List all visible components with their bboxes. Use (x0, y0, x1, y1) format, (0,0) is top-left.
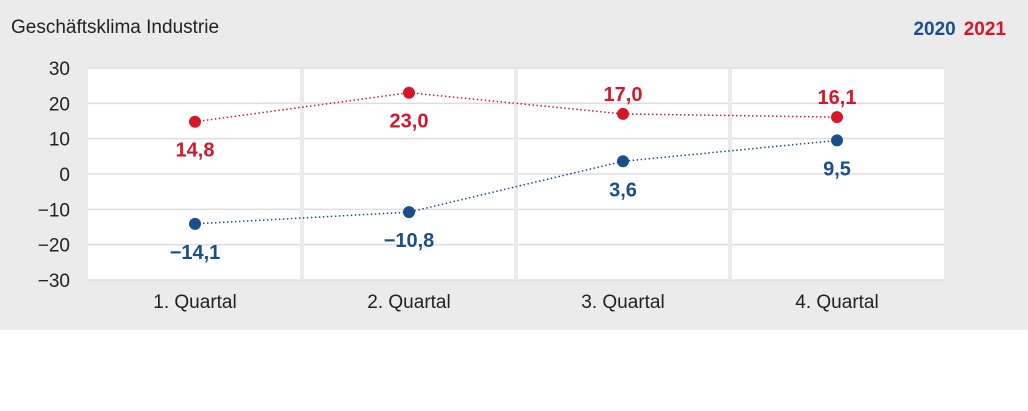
data-label-2020: 3,6 (609, 179, 637, 201)
x-tick-label: 4. Quartal (795, 292, 878, 313)
data-point-2021 (617, 107, 629, 120)
data-point-2020 (189, 217, 201, 230)
data-point-2020 (831, 134, 843, 147)
y-tick-label: 10 (49, 130, 70, 151)
data-label-2021: 23,0 (390, 111, 429, 133)
y-tick-label: −30 (38, 271, 70, 292)
data-point-2020 (403, 206, 415, 219)
y-tick-label: 0 (59, 165, 70, 186)
y-tick-label: 30 (49, 59, 70, 80)
y-tick-label: 20 (49, 94, 70, 115)
data-label-2020: −10,8 (384, 230, 435, 252)
data-label-2021: 16,1 (818, 87, 857, 109)
data-point-2020 (617, 155, 629, 168)
data-point-2021 (403, 86, 415, 99)
chart-title: Geschäftsklima Industrie (11, 17, 220, 38)
x-tick-label: 2. Quartal (367, 292, 450, 313)
legend-2020: 2020 (913, 19, 956, 40)
y-tick-label: −10 (38, 200, 70, 221)
data-point-2021 (189, 115, 201, 128)
series-line-2020 (194, 139, 838, 225)
y-tick-label: −20 (38, 236, 70, 257)
data-label-2020: −14,1 (170, 242, 221, 264)
line-chart: 30 20 10 0 −10 −20 −30 1. Quartal 2. Quartal 3. Q… (38, 59, 944, 313)
data-label-2021: 14,8 (176, 140, 215, 162)
data-point-2021 (831, 111, 843, 124)
x-tick-label: 1. Quartal (153, 292, 236, 313)
data-label-2020: 9,5 (823, 158, 851, 180)
data-label-2021: 17,0 (604, 84, 643, 106)
x-tick-label: 3. Quartal (581, 292, 664, 313)
legend-2021: 2021 (963, 19, 1006, 40)
legend: 2020 2021 (913, 19, 1006, 41)
